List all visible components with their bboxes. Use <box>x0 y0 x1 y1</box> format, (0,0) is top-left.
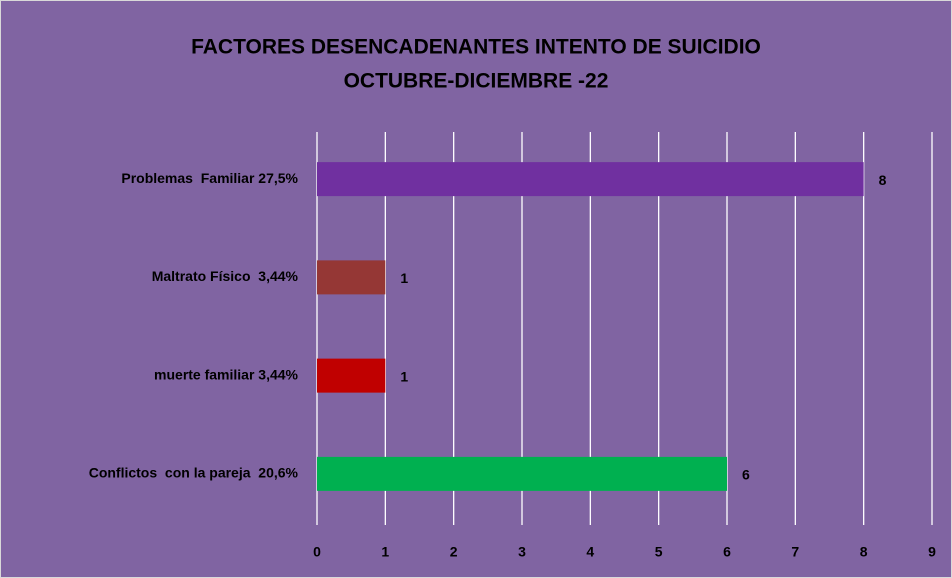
x-tick-label: 9 <box>928 544 936 560</box>
x-tick-label: 3 <box>518 544 526 560</box>
data-label: 8 <box>879 172 887 188</box>
chart-subtitle: OCTUBRE-DICIEMBRE -22 <box>344 70 609 93</box>
x-tick-label: 4 <box>586 544 594 560</box>
bar <box>317 260 386 295</box>
data-label: 1 <box>400 270 408 286</box>
chart-title: FACTORES DESENCADENANTES INTENTO DE SUIC… <box>191 36 761 59</box>
y-tick-label: Problemas Familiar 27,5% <box>121 170 298 186</box>
x-tick-label: 6 <box>723 544 731 560</box>
x-tick-label: 8 <box>860 544 868 560</box>
bar <box>317 162 864 197</box>
x-tick-label: 0 <box>313 544 321 560</box>
y-tick-label: Conflictos con la pareja 20,6% <box>89 465 299 481</box>
bar <box>317 456 727 491</box>
x-tick-label: 2 <box>450 544 458 560</box>
y-tick-label: Maltrato Físico 3,44% <box>152 268 299 284</box>
bar <box>317 358 386 393</box>
x-tick-label: 7 <box>791 544 799 560</box>
x-tick-label: 1 <box>381 544 389 560</box>
data-label: 1 <box>400 368 408 384</box>
y-tick-label: muerte familiar 3,44% <box>154 366 299 382</box>
data-label: 6 <box>742 467 750 483</box>
x-tick-label: 5 <box>655 544 663 560</box>
